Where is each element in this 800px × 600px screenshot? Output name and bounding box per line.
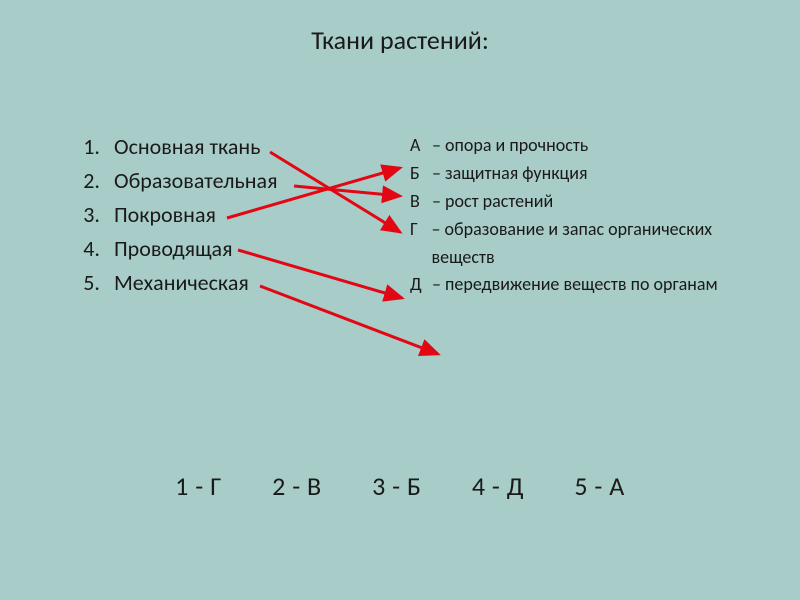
- list-item: 2. Образовательная: [70, 164, 380, 198]
- answer-pair: 2 - В: [272, 470, 322, 502]
- item-label: – передвижение веществ по органам: [432, 271, 718, 299]
- list-item: 3. Покровная: [70, 198, 380, 232]
- item-letter: Г: [410, 216, 428, 272]
- list-item: Д – передвижение веществ по органам: [410, 271, 770, 299]
- item-number: 5.: [70, 266, 100, 300]
- list-item: 4. Проводящая: [70, 232, 380, 266]
- list-item: А – опора и прочность: [410, 132, 770, 160]
- list-item: 5. Механическая: [70, 266, 380, 300]
- right-list: А – опора и прочность Б – защитная функц…: [410, 132, 770, 299]
- item-label: Проводящая: [114, 232, 233, 266]
- item-label: – опора и прочность: [432, 132, 588, 160]
- item-letter: А: [410, 132, 428, 160]
- item-number: 4.: [70, 232, 100, 266]
- item-label: – рост растений: [432, 188, 553, 216]
- item-number: 1.: [70, 130, 100, 164]
- slide-title: Ткани растений:: [0, 24, 800, 56]
- item-number: 3.: [70, 198, 100, 232]
- slide: Ткани растений: 1. Основная ткань 2. Обр…: [0, 0, 800, 600]
- answer-pair: 3 - Б: [372, 470, 421, 502]
- list-item: Б – защитная функция: [410, 160, 770, 188]
- answer-pair: 1 - Г: [175, 470, 222, 502]
- item-label: – защитная функция: [432, 160, 588, 188]
- item-number: 2.: [70, 164, 100, 198]
- item-label: Основная ткань: [114, 130, 261, 164]
- item-label: – образование и запас органических вещес…: [432, 216, 770, 272]
- left-list: 1. Основная ткань 2. Образовательная 3. …: [70, 130, 380, 300]
- item-letter: Б: [410, 160, 428, 188]
- item-label: Механическая: [114, 266, 249, 300]
- list-item: 1. Основная ткань: [70, 130, 380, 164]
- item-label: Покровная: [114, 198, 216, 232]
- list-item: В – рост растений: [410, 188, 770, 216]
- item-letter: В: [410, 188, 428, 216]
- answer-pair: 5 - А: [574, 470, 624, 502]
- answer-pair: 4 - Д: [472, 470, 524, 502]
- list-item: Г – образование и запас органических вещ…: [410, 216, 770, 272]
- answers-row: 1 - Г 2 - В 3 - Б 4 - Д 5 - А: [0, 470, 800, 502]
- item-letter: Д: [410, 271, 428, 299]
- item-label: Образовательная: [114, 164, 278, 198]
